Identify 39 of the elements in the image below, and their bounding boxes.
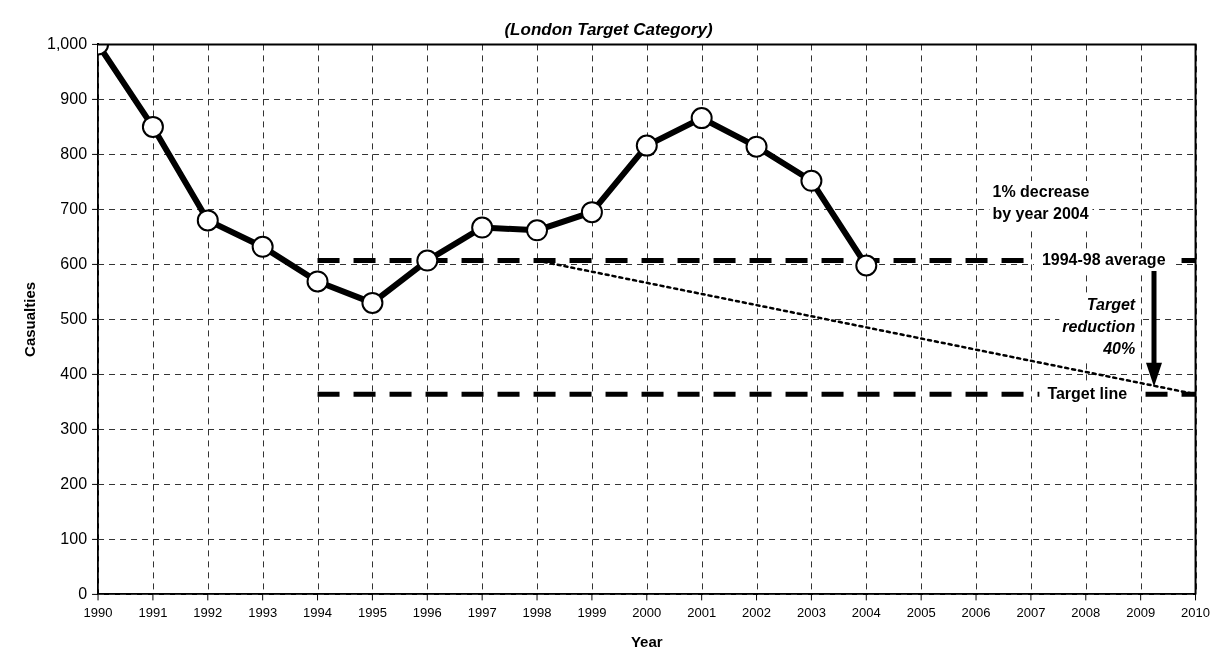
y-tick-label: 0 <box>78 584 88 602</box>
y-tick-label: 400 <box>60 364 88 382</box>
x-tick-label: 1990 <box>83 604 113 620</box>
y-tick-label: 1,000 <box>46 34 88 52</box>
x-tick-label: 2002 <box>742 604 771 620</box>
x-tick-label: 1995 <box>357 604 387 620</box>
annotation: 1% decrease by year 2004 <box>992 183 1090 223</box>
y-tick-label: 300 <box>60 419 88 437</box>
x-tick-label: 2008 <box>1071 604 1101 620</box>
y-tick-label: 100 <box>60 529 88 547</box>
annotation: Target reduction 40% <box>1062 296 1136 358</box>
x-tick-label: 2009 <box>1126 604 1156 620</box>
x-axis-title: Year <box>630 633 663 651</box>
x-tick-label: 1999 <box>577 604 607 620</box>
x-tick-label: 1996 <box>412 604 442 620</box>
x-tick-label: 2005 <box>906 604 936 620</box>
y-tick-label: 500 <box>60 309 88 327</box>
annotation: 1994-98 average <box>1041 250 1166 268</box>
y-tick-label: 200 <box>60 474 88 492</box>
x-tick-label: 2003 <box>796 604 826 620</box>
x-tick-label: 1993 <box>248 604 278 620</box>
annotation: Target line <box>1047 384 1128 402</box>
y-tick-label: 900 <box>60 89 88 107</box>
x-tick-label: 2004 <box>851 604 881 620</box>
y-tick-label: 600 <box>60 254 88 272</box>
x-tick-label: 1991 <box>138 604 168 620</box>
chart-title: (London Target Category) <box>504 19 713 39</box>
x-tick-label: 1997 <box>467 604 497 620</box>
y-tick-label: 700 <box>60 199 88 217</box>
x-tick-label: 1992 <box>193 604 223 620</box>
y-tick-label: 800 <box>60 144 88 162</box>
x-tick-label: 1994 <box>303 604 332 620</box>
y-axis-title: Casualties <box>21 281 39 357</box>
x-tick-label: 2000 <box>632 604 662 620</box>
x-tick-label: 1998 <box>522 604 552 620</box>
x-tick-label: 2006 <box>961 604 991 620</box>
x-tick-label: 2001 <box>687 604 717 620</box>
x-tick-label: 2007 <box>1016 604 1046 620</box>
x-tick-label: 2010 <box>1181 604 1210 620</box>
